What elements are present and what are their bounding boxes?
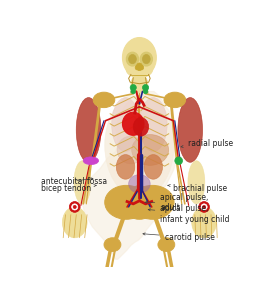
Ellipse shape — [188, 161, 205, 204]
Ellipse shape — [105, 93, 174, 198]
Circle shape — [73, 206, 76, 208]
Ellipse shape — [129, 175, 150, 193]
Ellipse shape — [105, 185, 148, 219]
Ellipse shape — [127, 204, 152, 219]
Polygon shape — [81, 92, 180, 259]
Text: brachial pulse: brachial pulse — [167, 184, 227, 193]
Ellipse shape — [133, 118, 149, 136]
Ellipse shape — [129, 55, 136, 64]
Text: bicep tendon: bicep tendon — [41, 184, 97, 193]
Text: antecubital fossa: antecubital fossa — [41, 177, 107, 186]
Ellipse shape — [143, 55, 150, 64]
Ellipse shape — [158, 238, 175, 252]
Ellipse shape — [135, 65, 139, 70]
Ellipse shape — [124, 39, 155, 67]
Ellipse shape — [112, 98, 139, 152]
Ellipse shape — [126, 52, 139, 66]
Ellipse shape — [122, 112, 144, 135]
Circle shape — [131, 89, 135, 94]
Circle shape — [201, 204, 207, 210]
Ellipse shape — [140, 65, 144, 70]
Ellipse shape — [126, 62, 153, 78]
Text: apical pulse,
adult: apical pulse, adult — [145, 193, 209, 212]
Ellipse shape — [93, 92, 115, 108]
Ellipse shape — [164, 92, 186, 108]
Circle shape — [72, 204, 78, 210]
Text: apical pulse,
infant young child: apical pulse, infant young child — [148, 204, 230, 224]
Ellipse shape — [139, 98, 167, 152]
Circle shape — [143, 85, 149, 91]
Circle shape — [143, 89, 148, 94]
Ellipse shape — [122, 38, 156, 78]
Circle shape — [203, 206, 206, 208]
Circle shape — [69, 202, 80, 212]
Ellipse shape — [131, 74, 148, 93]
Ellipse shape — [192, 207, 217, 238]
Ellipse shape — [74, 161, 91, 204]
Ellipse shape — [140, 52, 153, 66]
Ellipse shape — [117, 136, 145, 164]
Ellipse shape — [104, 238, 121, 252]
Ellipse shape — [83, 157, 98, 165]
Circle shape — [130, 85, 136, 91]
Ellipse shape — [131, 185, 174, 219]
Ellipse shape — [130, 185, 149, 207]
Circle shape — [175, 157, 183, 165]
Circle shape — [199, 202, 209, 212]
Text: radial pulse: radial pulse — [181, 139, 233, 148]
Text: carotid pulse: carotid pulse — [143, 233, 214, 242]
Ellipse shape — [144, 154, 162, 179]
Ellipse shape — [132, 135, 169, 165]
Ellipse shape — [178, 98, 203, 162]
Ellipse shape — [116, 154, 135, 179]
Ellipse shape — [136, 63, 143, 70]
Ellipse shape — [76, 98, 101, 162]
Ellipse shape — [62, 207, 87, 238]
